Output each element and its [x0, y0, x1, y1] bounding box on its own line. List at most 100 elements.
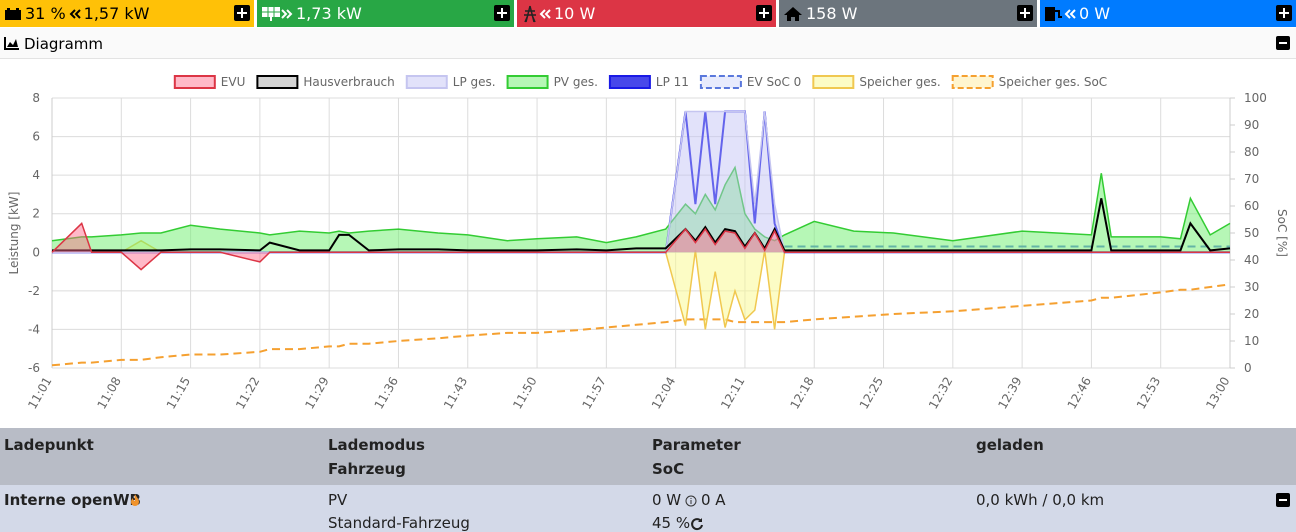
- y2-tick-label: 30: [1244, 280, 1259, 294]
- charge-current: 0 A: [701, 491, 726, 509]
- x-tick-label: 11:15: [164, 375, 193, 412]
- chargepoint-name: Interne openWB: [4, 491, 141, 509]
- legend-item[interactable]: PV ges.: [506, 75, 598, 89]
- vehicle-name: Standard-Fahrzeug: [328, 514, 470, 532]
- y-tick-label: 2: [32, 207, 40, 221]
- legend-item[interactable]: Speicher ges.: [812, 75, 941, 89]
- charge-mode: PV: [328, 491, 348, 509]
- info-icon[interactable]: [685, 495, 697, 507]
- x-tick-label: 13:00: [1203, 375, 1232, 412]
- legend-item[interactable]: Speicher ges. SoC: [951, 75, 1108, 89]
- chevron-icon: [539, 8, 551, 19]
- series-line: [51, 222, 1230, 271]
- battery-power: 1,57 kW: [83, 4, 150, 23]
- expand-button[interactable]: [1017, 5, 1033, 21]
- y2-tick-label: 50: [1244, 226, 1259, 240]
- column-header: Fahrzeug: [328, 460, 406, 478]
- x-tick-label: 12:04: [649, 375, 678, 412]
- y-tick-label: 6: [32, 130, 40, 144]
- series-line: [51, 165, 1231, 244]
- panel-title: Diagramm: [24, 35, 104, 53]
- legend-item[interactable]: LP 11: [608, 75, 689, 89]
- y2-tick-label: 40: [1244, 253, 1259, 267]
- charge-tile[interactable]: 0 W: [1040, 0, 1296, 27]
- y2-tick-label: 60: [1244, 199, 1259, 213]
- collapse-button[interactable]: [1276, 493, 1290, 507]
- series-line: [52, 198, 1231, 252]
- y-tick-label: -2: [28, 284, 40, 298]
- expand-button[interactable]: [756, 5, 772, 21]
- x-tick-label: 12:53: [1134, 375, 1163, 412]
- legend-label: LP ges.: [453, 75, 496, 89]
- y2-tick-label: 20: [1244, 307, 1259, 321]
- x-tick-label: 11:08: [94, 375, 123, 412]
- grid-tile[interactable]: 10 W: [517, 0, 776, 27]
- x-tick-label: 11:01: [25, 375, 54, 412]
- legend-swatch: [699, 75, 742, 89]
- x-tick-label: 12:32: [926, 375, 955, 412]
- x-tick-label: 12:25: [857, 375, 886, 412]
- y2-tick-label: 70: [1244, 172, 1259, 186]
- column-header: Ladepunkt: [4, 436, 94, 454]
- x-tick-label: 12:18: [787, 375, 816, 412]
- x-tick-label: 12:39: [995, 375, 1024, 412]
- y-tick-label: -6: [28, 361, 40, 375]
- y2-tick-label: 10: [1244, 334, 1259, 348]
- legend-label: Hausverbrauch: [303, 75, 394, 89]
- legend-label: LP 11: [656, 75, 689, 89]
- legend-item[interactable]: EVU: [173, 75, 246, 89]
- legend-item[interactable]: Hausverbrauch: [256, 75, 395, 89]
- charged-amount: 0,0 kWh / 0,0 km: [976, 491, 1105, 509]
- y-tick-label: 0: [32, 245, 40, 259]
- legend-label: EV SoC 0: [747, 75, 801, 89]
- y-tick-label: 8: [32, 91, 40, 105]
- solar-icon: [262, 6, 280, 21]
- charger-icon: [1045, 6, 1062, 21]
- x-tick-label: 11:43: [441, 375, 470, 412]
- series-area: [52, 167, 1230, 253]
- grid-power: 10 W: [554, 4, 596, 23]
- legend-swatch: [405, 75, 448, 89]
- legend-item[interactable]: LP ges.: [405, 75, 496, 89]
- x-tick-label: 12:46: [1065, 375, 1094, 412]
- house-power: 158 W: [806, 4, 858, 23]
- battery-icon: [5, 7, 21, 20]
- legend: EVU Hausverbrauch LP ges. PV ges. LP 11 EV So…: [173, 75, 1108, 89]
- legend-label: EVU: [221, 75, 246, 89]
- expand-button[interactable]: [494, 5, 510, 21]
- expand-button[interactable]: [1276, 5, 1292, 21]
- house-tile[interactable]: 158 W: [779, 0, 1037, 27]
- y-axis-label: Leistung [kW]: [7, 192, 21, 275]
- x-tick-label: 11:57: [580, 375, 609, 412]
- column-header: geladen: [976, 436, 1044, 454]
- legend-swatch: [173, 75, 216, 89]
- legend-item[interactable]: EV SoC 0: [699, 75, 801, 89]
- pv-power: 1,73 kW: [296, 4, 362, 23]
- pv-tile[interactable]: 1,73 kW: [257, 0, 514, 27]
- y-tick-label: 4: [32, 168, 40, 182]
- column-header: Parameter: [652, 436, 741, 454]
- column-header: SoC: [652, 460, 685, 478]
- refresh-icon[interactable]: [690, 517, 704, 531]
- collapse-button[interactable]: [1276, 36, 1290, 50]
- legend-swatch: [812, 75, 855, 89]
- legend-label: Speicher ges. SoC: [999, 75, 1108, 89]
- y2-tick-label: 100: [1244, 91, 1267, 105]
- house-icon: [784, 6, 802, 21]
- x-tick-label: 11:36: [372, 375, 401, 412]
- legend-swatch: [256, 75, 299, 89]
- table-header: Ladepunkt Lademodus Parameter geladen Fa…: [0, 428, 1296, 485]
- grid-icon: [524, 5, 536, 22]
- y2-axis-label: SoC [%]: [1275, 209, 1289, 257]
- expand-button[interactable]: [234, 5, 250, 21]
- legend-swatch: [608, 75, 651, 89]
- x-tick-label: 11:22: [233, 375, 262, 412]
- charge-power: 0 W: [652, 491, 682, 509]
- x-tick-label: 11:50: [510, 375, 539, 412]
- series-line: [51, 283, 1231, 367]
- legend-swatch: [951, 75, 994, 89]
- battery-tile[interactable]: 31 % 1,57 kW: [0, 0, 254, 27]
- x-tick-label: 11:29: [302, 375, 331, 412]
